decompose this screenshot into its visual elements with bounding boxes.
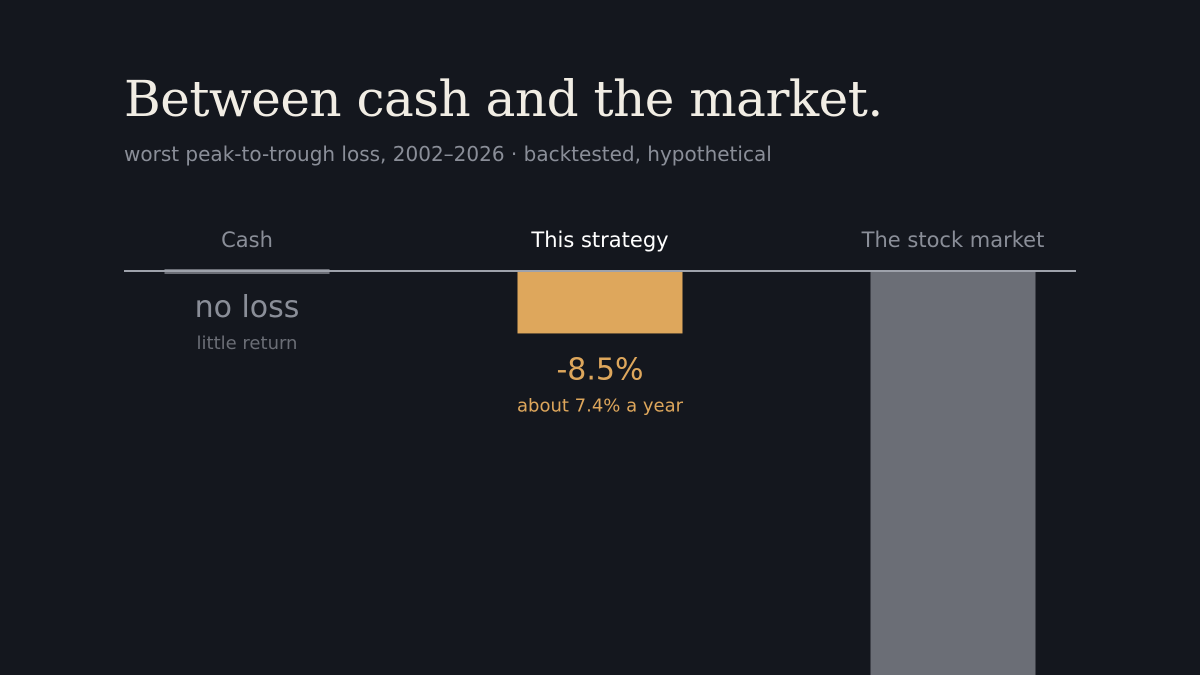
bar-the-stock-market [870,271,1036,675]
data-sublabel-this-strategy: about 7.4% a year [517,395,684,416]
bar-this-strategy [517,271,683,334]
chart-title: Between cash and the market. [124,70,883,128]
category-label-cash: Cash [221,228,273,252]
chart-subtitle: worst peak-to-trough loss, 2002–2026 · b… [124,142,772,166]
category-label-the-stock-market: The stock market [861,228,1045,252]
category-label-this-strategy: This strategy [530,228,668,252]
data-label-this-strategy: -8.5% [556,352,643,387]
data-sublabel-cash: little return [197,333,298,354]
data-label-cash: no loss [195,290,300,325]
